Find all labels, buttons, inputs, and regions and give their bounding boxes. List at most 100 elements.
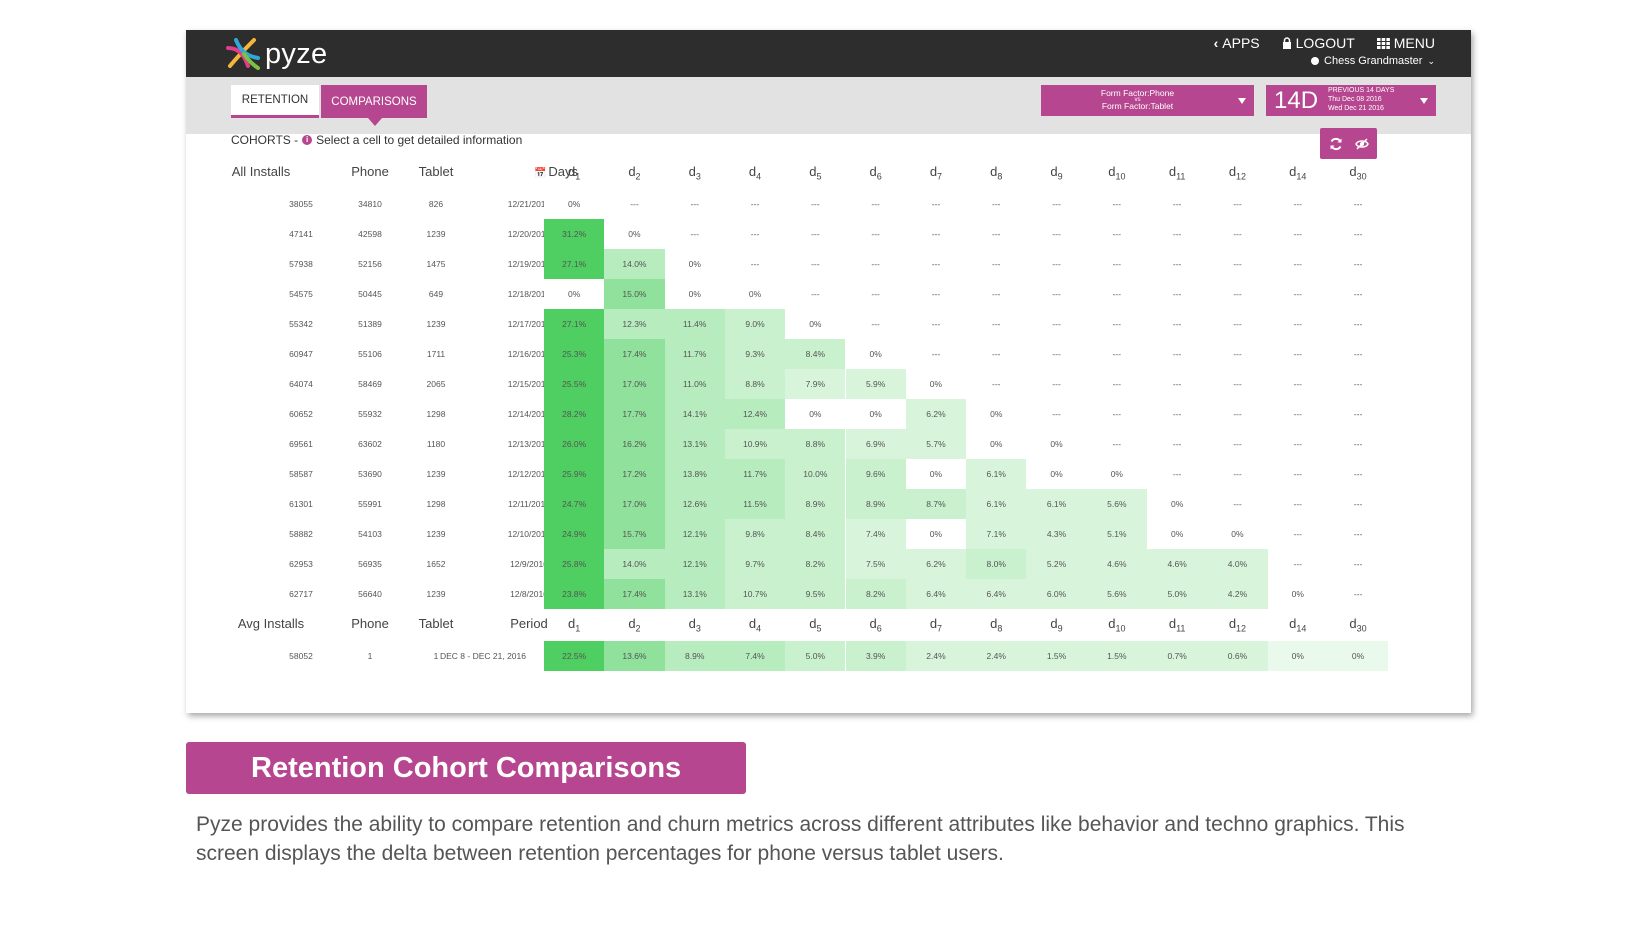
retention-cell[interactable]: 31.2% <box>544 219 605 249</box>
retention-cell[interactable]: 0% <box>905 519 967 549</box>
retention-cell[interactable]: 0% <box>785 309 846 339</box>
retention-cell[interactable]: 17.4% <box>604 579 665 609</box>
avg-retention-cell[interactable]: 2.4% <box>966 641 1027 671</box>
retention-cell[interactable]: 0% <box>1086 459 1147 489</box>
retention-cell[interactable]: 9.0% <box>724 309 786 339</box>
pyze-logo[interactable]: pyze <box>224 36 327 72</box>
retention-cell[interactable]: 14.1% <box>664 399 725 429</box>
retention-cell[interactable]: 6.1% <box>966 489 1027 519</box>
retention-cell[interactable]: 0% <box>966 429 1027 459</box>
retention-cell[interactable]: 12.1% <box>664 519 725 549</box>
avg-retention-cell[interactable]: 8.9% <box>664 641 725 671</box>
retention-cell[interactable]: 15.7% <box>604 519 665 549</box>
retention-cell[interactable]: 5.6% <box>1086 489 1147 519</box>
period-select[interactable]: 14D PREVIOUS 14 DAYS Thu Dec 08 2016 Wed… <box>1266 85 1436 116</box>
retention-cell[interactable]: 8.4% <box>785 339 846 369</box>
retention-cell[interactable]: 10.0% <box>785 459 846 489</box>
avg-retention-cell[interactable]: 1.5% <box>1026 641 1087 671</box>
retention-cell[interactable]: 23.8% <box>544 579 605 609</box>
retention-cell[interactable]: 13.8% <box>664 459 725 489</box>
retention-cell[interactable]: 6.9% <box>845 429 906 459</box>
retention-cell[interactable]: 24.7% <box>544 489 605 519</box>
retention-cell[interactable]: 11.4% <box>664 309 725 339</box>
retention-cell[interactable]: 9.8% <box>724 519 786 549</box>
retention-cell[interactable]: 15.0% <box>604 279 665 309</box>
retention-cell[interactable]: 8.8% <box>785 429 846 459</box>
retention-cell[interactable]: 8.2% <box>845 579 906 609</box>
retention-cell[interactable]: 0% <box>905 369 967 399</box>
retention-cell[interactable]: 0% <box>664 279 725 309</box>
retention-cell[interactable]: 5.7% <box>905 429 967 459</box>
retention-cell[interactable]: 5.6% <box>1086 579 1147 609</box>
retention-cell[interactable]: 14.0% <box>604 249 665 279</box>
avg-retention-cell[interactable]: 0.6% <box>1207 641 1268 671</box>
retention-cell[interactable]: 17.2% <box>604 459 665 489</box>
retention-cell[interactable]: 5.0% <box>1147 579 1208 609</box>
retention-cell[interactable]: 7.5% <box>845 549 906 579</box>
retention-cell[interactable]: 12.4% <box>724 399 786 429</box>
retention-cell[interactable]: 6.2% <box>905 399 967 429</box>
avg-retention-cell[interactable]: 5.0% <box>785 641 846 671</box>
retention-cell[interactable]: 27.1% <box>544 309 605 339</box>
retention-cell[interactable]: 11.0% <box>664 369 725 399</box>
retention-cell[interactable]: 12.3% <box>604 309 665 339</box>
retention-cell[interactable]: 7.1% <box>966 519 1027 549</box>
retention-cell[interactable]: 10.9% <box>724 429 786 459</box>
retention-cell[interactable]: 27.1% <box>544 249 605 279</box>
retention-cell[interactable]: 5.1% <box>1086 519 1147 549</box>
retention-cell[interactable]: 0% <box>1026 429 1087 459</box>
retention-cell[interactable]: 6.2% <box>905 549 967 579</box>
retention-cell[interactable]: 8.0% <box>966 549 1027 579</box>
avg-retention-cell[interactable]: 3.9% <box>845 641 906 671</box>
retention-cell[interactable]: 4.2% <box>1207 579 1268 609</box>
retention-cell[interactable]: 16.2% <box>604 429 665 459</box>
retention-cell[interactable]: 24.9% <box>544 519 605 549</box>
retention-cell[interactable]: 0% <box>724 279 786 309</box>
retention-cell[interactable]: 0% <box>664 249 725 279</box>
retention-cell[interactable]: 5.9% <box>845 369 906 399</box>
retention-cell[interactable]: 8.4% <box>785 519 846 549</box>
retention-cell[interactable]: 9.7% <box>724 549 786 579</box>
retention-cell[interactable]: 0% <box>845 339 906 369</box>
avg-retention-cell[interactable]: 0% <box>1267 641 1328 671</box>
retention-cell[interactable]: 13.1% <box>664 429 725 459</box>
retention-cell[interactable]: 26.0% <box>544 429 605 459</box>
retention-cell[interactable]: 10.7% <box>724 579 786 609</box>
retention-cell[interactable]: 4.6% <box>1086 549 1147 579</box>
retention-cell[interactable]: 0% <box>544 279 605 309</box>
avg-retention-cell[interactable]: 1.5% <box>1086 641 1147 671</box>
retention-cell[interactable]: 11.7% <box>664 339 725 369</box>
retention-cell[interactable]: 0% <box>966 399 1027 429</box>
retention-cell[interactable]: 14.0% <box>604 549 665 579</box>
avg-retention-cell[interactable]: 13.6% <box>604 641 665 671</box>
retention-cell[interactable]: 0% <box>1147 519 1208 549</box>
retention-cell[interactable]: 17.0% <box>604 369 665 399</box>
retention-cell[interactable]: 4.6% <box>1147 549 1208 579</box>
retention-cell[interactable]: 0% <box>604 219 665 249</box>
retention-cell[interactable]: 12.1% <box>664 549 725 579</box>
retention-cell[interactable]: 4.3% <box>1026 519 1087 549</box>
retention-cell[interactable]: 8.7% <box>905 489 967 519</box>
retention-cell[interactable]: 17.7% <box>604 399 665 429</box>
retention-cell[interactable]: 25.3% <box>544 339 605 369</box>
avg-retention-cell[interactable]: 0% <box>1327 641 1389 671</box>
retention-cell[interactable]: 25.8% <box>544 549 605 579</box>
tab-retention[interactable]: RETENTION <box>231 85 319 118</box>
retention-cell[interactable]: 11.7% <box>724 459 786 489</box>
retention-cell[interactable]: 6.1% <box>966 459 1027 489</box>
retention-cell[interactable]: 28.2% <box>544 399 605 429</box>
retention-cell[interactable]: 4.0% <box>1207 549 1268 579</box>
retention-cell[interactable]: 11.5% <box>724 489 786 519</box>
logout-link[interactable]: LOGOUT <box>1282 35 1355 51</box>
retention-cell[interactable]: 0% <box>1207 519 1268 549</box>
retention-cell[interactable]: 0% <box>1267 579 1328 609</box>
retention-cell[interactable]: 13.1% <box>664 579 725 609</box>
retention-cell[interactable]: 8.2% <box>785 549 846 579</box>
refresh-button[interactable] <box>1329 137 1343 151</box>
retention-cell[interactable]: 25.5% <box>544 369 605 399</box>
retention-cell[interactable]: 9.5% <box>785 579 846 609</box>
retention-cell[interactable]: 9.3% <box>724 339 786 369</box>
retention-cell[interactable]: 25.9% <box>544 459 605 489</box>
avg-retention-cell[interactable]: 0.7% <box>1147 641 1208 671</box>
retention-cell[interactable]: 0% <box>1147 489 1208 519</box>
